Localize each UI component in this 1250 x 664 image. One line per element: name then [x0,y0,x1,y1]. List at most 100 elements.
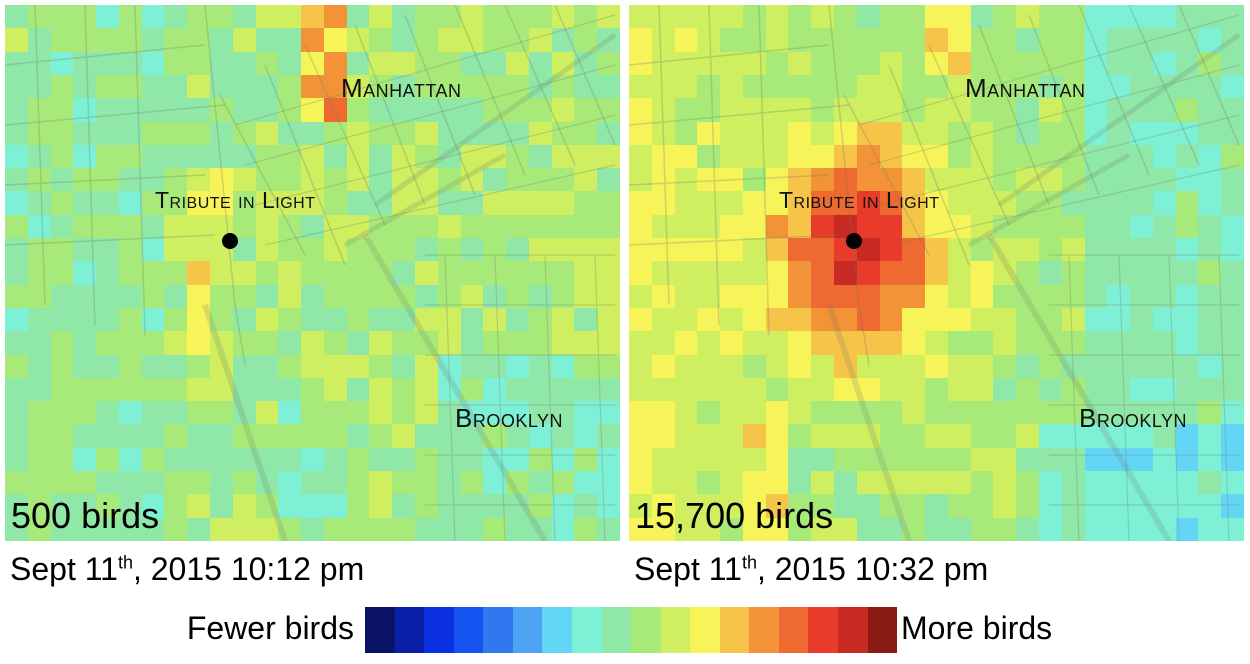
density-cell [551,28,575,52]
density-cell [1061,214,1085,239]
density-cell [415,214,438,239]
density-cell [597,261,620,285]
density-cell [73,494,97,518]
density-cell [788,28,812,52]
density-cell [506,214,529,239]
density-cell [1175,261,1199,285]
density-cell [1198,98,1222,122]
density-cell [697,144,721,169]
density-cell [255,517,279,541]
density-cell [925,28,948,52]
density-cell [27,494,51,518]
density-cell [925,424,948,448]
density-cell [1061,28,1085,52]
density-cell [856,121,880,145]
density-cell [697,261,721,285]
density-cell [1130,261,1153,285]
density-cell [1061,401,1085,425]
density-cell [301,494,324,518]
density-cell [437,471,461,495]
density-cell [674,28,698,52]
density-cell [210,5,233,29]
density-cell [629,121,652,145]
density-cell [720,401,743,425]
density-cell [392,447,415,472]
density-cell [232,28,256,52]
legend-swatch-11 [690,607,720,653]
density-cell [1084,494,1108,518]
density-cell [528,121,552,145]
density-cell [629,284,652,308]
density-cell [551,517,575,541]
density-cell [1175,284,1199,308]
density-cell [674,494,698,518]
density-cell [232,121,256,145]
density-cell [460,214,484,239]
density-cell [993,494,1017,518]
density-cell [834,5,857,29]
density-cell [742,28,766,52]
density-cell [597,51,620,75]
density-cell [141,494,165,518]
density-cell [697,401,721,425]
density-cell [506,74,529,99]
density-cell [651,471,675,495]
density-cell [369,447,393,472]
density-cell [765,447,789,472]
density-cell [902,144,926,169]
density-cell [1198,28,1222,52]
density-cell [96,261,119,285]
density-cell [651,144,675,169]
density-cell [551,5,575,29]
density-cell [483,424,507,448]
density-cell [902,74,926,99]
density-cell [5,98,28,122]
legend-swatch-6 [542,607,572,653]
density-cell [697,331,721,355]
density-cell [1061,424,1085,448]
density-cell [629,471,652,495]
density-cell [788,471,812,495]
density-cell [323,447,347,472]
density-cell [742,98,766,122]
density-cell [27,28,51,52]
density-cell [1107,144,1131,169]
density-cell [834,51,857,75]
density-cell [720,191,743,215]
density-cell [528,471,552,495]
density-cell [323,377,347,402]
density-cell [50,168,74,192]
density-cell [970,307,994,332]
density-cell [346,191,370,215]
density-cell [1084,284,1108,308]
density-cell [210,74,233,99]
density-cell [392,284,415,308]
density-cell [1175,447,1199,472]
density-cell [720,307,743,332]
density-cell [597,284,620,308]
density-cell [27,168,51,192]
density-cell [856,144,880,169]
density-cell [483,168,507,192]
density-cell [369,28,393,52]
density-cell [1130,51,1153,75]
density-cell [1152,471,1176,495]
density-cell [551,144,575,169]
legend-swatch-13 [749,607,779,653]
density-cell [210,261,233,285]
density-cell [141,424,165,448]
density-cell [697,424,721,448]
density-cell [73,307,97,332]
density-cell [506,331,529,355]
density-cell [765,51,789,75]
density-cell [460,121,484,145]
density-cell [993,401,1017,425]
density-cell [323,261,347,285]
density-cell [1039,98,1062,122]
density-cell [629,51,652,75]
density-cell [50,121,74,145]
density-cell [1152,144,1176,169]
density-cell [255,98,279,122]
density-cell [925,144,948,169]
density-cell [278,5,302,29]
